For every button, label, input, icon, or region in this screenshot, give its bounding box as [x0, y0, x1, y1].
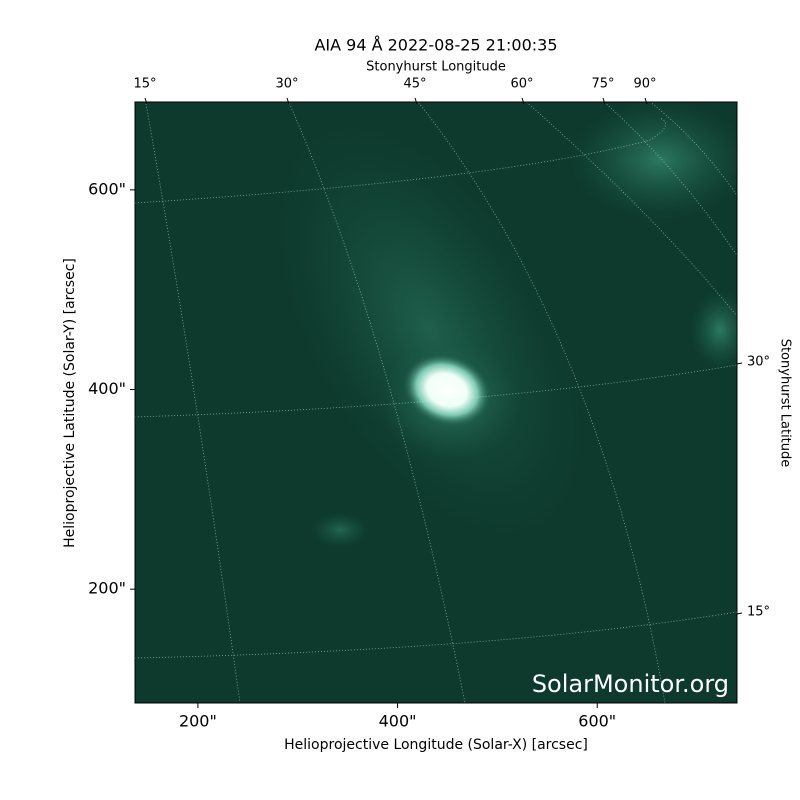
right-tick-label: 30°: [747, 355, 770, 370]
top-tick: [286, 97, 290, 105]
top-tick: [602, 97, 606, 105]
top-tick-label: 45°: [403, 77, 426, 92]
top-tick: [414, 97, 418, 105]
top-tick: [644, 97, 648, 105]
x-tick-label: 600": [578, 712, 616, 731]
top-tick-label: 90°: [633, 77, 656, 92]
right-axis-label: Stonyhurst Latitude: [778, 339, 793, 468]
top-tick: [521, 97, 525, 105]
y-tick-label: 400": [88, 379, 126, 398]
y-tick-label: 600": [88, 179, 126, 198]
x-axis-label: Helioprojective Longitude (Solar-X) [arc…: [284, 737, 588, 753]
x-tick-label: 400": [379, 712, 417, 731]
solar-image: [135, 102, 737, 703]
top-tick-label: 30°: [275, 77, 298, 92]
x-tick-label: 200": [179, 712, 217, 731]
y-tick-label: 200": [88, 579, 126, 598]
right-tick-label: 15°: [747, 605, 770, 620]
top-tick-label: 60°: [510, 77, 533, 92]
chart-title: AIA 94 Å 2022-08-25 21:00:35: [314, 36, 557, 55]
right-tick: [736, 612, 743, 615]
y-axis-label: Helioprojective Latitude (Solar-Y) [arcs…: [62, 258, 78, 548]
top-tick-label: 75°: [591, 77, 614, 92]
right-tick: [736, 362, 743, 365]
top-axis-label: Stonyhurst Longitude: [366, 60, 506, 75]
top-tick: [144, 97, 148, 105]
top-tick-label: 15°: [133, 77, 156, 92]
watermark: SolarMonitor.org: [532, 670, 729, 698]
plot-frame: [134, 101, 738, 704]
